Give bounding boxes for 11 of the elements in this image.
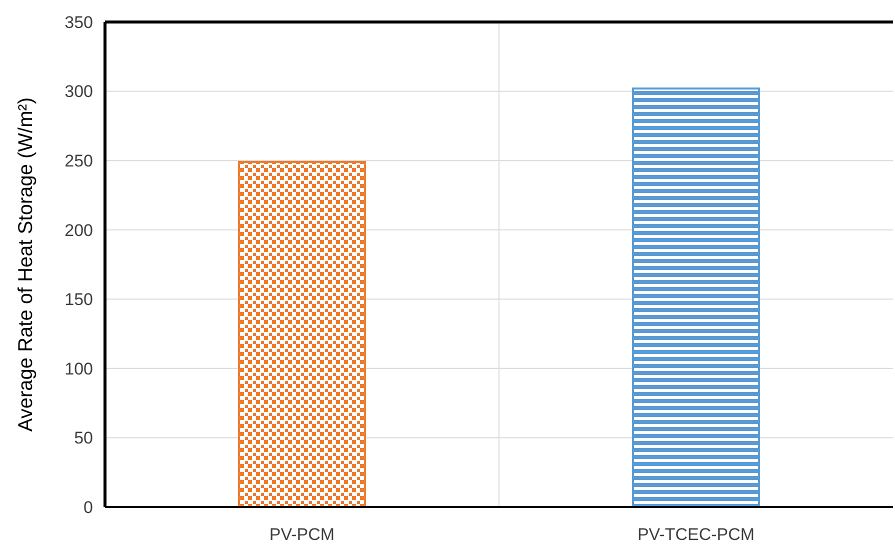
x-tick-label: PV-TCEC-PCM bbox=[637, 525, 755, 544]
y-tick-label: 150 bbox=[64, 290, 93, 310]
y-tick-label: 250 bbox=[64, 152, 93, 171]
y-axis-title: Average Rate of Heat Storage (W/m²) bbox=[15, 97, 37, 432]
x-tick-label: PV-PCM bbox=[269, 525, 335, 544]
y-tick-label: 0 bbox=[84, 498, 93, 517]
y-tick-label: 50 bbox=[74, 428, 93, 448]
y-tick-label: 200 bbox=[64, 220, 93, 240]
y-tick-label: 350 bbox=[64, 12, 93, 32]
y-tick-label: 300 bbox=[64, 82, 93, 102]
y-tick-label: 100 bbox=[64, 359, 93, 378]
